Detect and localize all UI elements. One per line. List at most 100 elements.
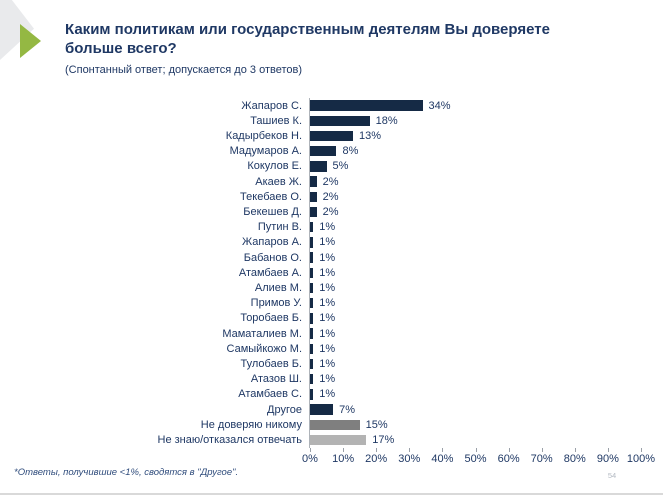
bar xyxy=(310,328,314,339)
bar xyxy=(310,161,327,172)
x-axis-label: 40% xyxy=(431,453,454,465)
category-label: Не знаю/отказался отвечать xyxy=(157,433,302,446)
x-axis-label: 100% xyxy=(626,453,656,465)
footnote: *Ответы, получившие <1%, сводятся в "Дру… xyxy=(14,467,239,478)
x-axis-tick xyxy=(376,448,378,452)
x-axis-label: 10% xyxy=(332,453,355,465)
category-label: Ташиев К. xyxy=(250,114,302,127)
x-axis-label: 0% xyxy=(302,453,318,465)
x-axis-label: 70% xyxy=(530,453,553,465)
category-label: Не доверяю никому xyxy=(200,418,302,431)
value-label: 2% xyxy=(322,205,339,218)
chart-row: Акаев Ж. 2% xyxy=(0,174,663,189)
bar xyxy=(310,191,317,203)
value-label: 17% xyxy=(372,433,395,446)
x-axis-label: 80% xyxy=(563,453,586,465)
chart-row: Жапаров А. 1% xyxy=(0,235,663,250)
category-label: Торобаев Б. xyxy=(240,312,302,325)
value-label: 1% xyxy=(319,251,336,264)
value-label: 1% xyxy=(319,312,336,325)
bar xyxy=(310,343,314,355)
page-title: Каким политикам или государственным деят… xyxy=(65,21,550,57)
value-label: 5% xyxy=(332,160,349,173)
chart-row: Торобаев Б. 1% xyxy=(0,311,663,326)
value-label: 34% xyxy=(428,99,451,112)
bar xyxy=(310,206,317,218)
value-label: 1% xyxy=(319,297,336,310)
category-label: Путин В. xyxy=(257,221,302,234)
corner-chevron-decoration xyxy=(0,0,34,60)
bar xyxy=(310,358,314,370)
chart-row: Примов У. 1% xyxy=(0,296,663,311)
chart-row: Мадумаров А. 8% xyxy=(0,144,663,159)
bar xyxy=(310,115,370,127)
chart-row: Кокулов Е. 5% xyxy=(0,159,663,174)
chart-row: Ташиев К. 18% xyxy=(0,113,663,128)
chart-row: Не знаю/отказался отвечать 17% xyxy=(0,432,663,447)
x-axis-tick xyxy=(541,448,543,452)
category-label: Текебаев О. xyxy=(240,190,302,203)
bar xyxy=(310,252,314,263)
value-label: 1% xyxy=(319,281,336,294)
category-label: Атазов Ш. xyxy=(250,373,302,386)
value-label: 1% xyxy=(319,342,336,355)
bar xyxy=(310,297,314,309)
chart-row: Алиев М. 1% xyxy=(0,280,663,295)
bar xyxy=(310,267,314,279)
bottom-divider xyxy=(0,493,663,495)
value-label: 7% xyxy=(339,403,356,416)
chart-row: Бабанов О. 1% xyxy=(0,250,663,265)
value-label: 1% xyxy=(319,221,336,234)
category-label: Атамбаев А. xyxy=(238,266,302,279)
bar xyxy=(310,100,423,111)
category-label: Тулобаев Б. xyxy=(240,357,302,370)
category-axis-line xyxy=(309,98,310,448)
x-axis-label: 60% xyxy=(497,453,520,465)
chart-row: Кадырбеков Н. 13% xyxy=(0,128,663,143)
bar xyxy=(310,389,314,400)
category-label: Примов У. xyxy=(250,297,302,310)
bar xyxy=(310,313,314,324)
x-axis-tick xyxy=(641,448,642,452)
value-label: 1% xyxy=(319,388,336,401)
x-axis-tick xyxy=(409,448,411,452)
category-label: Мадумаров А. xyxy=(229,145,302,158)
x-axis-label: 20% xyxy=(365,453,388,465)
category-label: Алиев М. xyxy=(254,281,302,294)
page-number: 54 xyxy=(607,471,617,480)
category-label: Жапаров А. xyxy=(241,236,302,249)
category-label: Бабанов О. xyxy=(243,251,302,264)
bar-chart: Жапаров С. 34% Ташиев К. 18% Кадырбеков Н. 13… xyxy=(0,98,663,448)
category-label: Самыйкожо М. xyxy=(226,342,302,355)
chart-row: Путин В. 1% xyxy=(0,220,663,235)
x-axis-tick xyxy=(607,448,609,452)
chart-row: Атамбаев С. 1% xyxy=(0,387,663,402)
value-label: 1% xyxy=(319,327,336,340)
chart-row: Не доверяю никому 15% xyxy=(0,417,663,432)
x-axis-tick xyxy=(343,448,345,452)
bar xyxy=(310,434,367,446)
value-label: 2% xyxy=(322,175,339,188)
bar xyxy=(310,237,314,248)
x-axis-tick xyxy=(442,448,444,452)
category-label: Маматалиев М. xyxy=(222,327,302,340)
category-label: Кадырбеков Н. xyxy=(225,129,302,142)
x-axis-tick xyxy=(574,448,576,452)
bar xyxy=(310,221,314,233)
bar xyxy=(310,373,314,385)
bar xyxy=(310,282,314,294)
chart-row: Атамбаев А. 1% xyxy=(0,265,663,280)
value-label: 1% xyxy=(319,236,336,249)
chart-row: Жапаров С. 34% xyxy=(0,98,663,113)
x-axis-tick xyxy=(475,448,477,452)
category-label: Другое xyxy=(267,403,302,416)
chart-row: Самыйкожо М. 1% xyxy=(0,341,663,356)
value-label: 8% xyxy=(342,145,359,158)
value-label: 1% xyxy=(319,266,336,279)
category-label: Атамбаев С. xyxy=(238,388,302,401)
x-axis-label: 50% xyxy=(464,453,487,465)
chart-row: Другое 7% xyxy=(0,402,663,417)
x-axis-label: 30% xyxy=(398,453,421,465)
value-label: 1% xyxy=(319,373,336,386)
